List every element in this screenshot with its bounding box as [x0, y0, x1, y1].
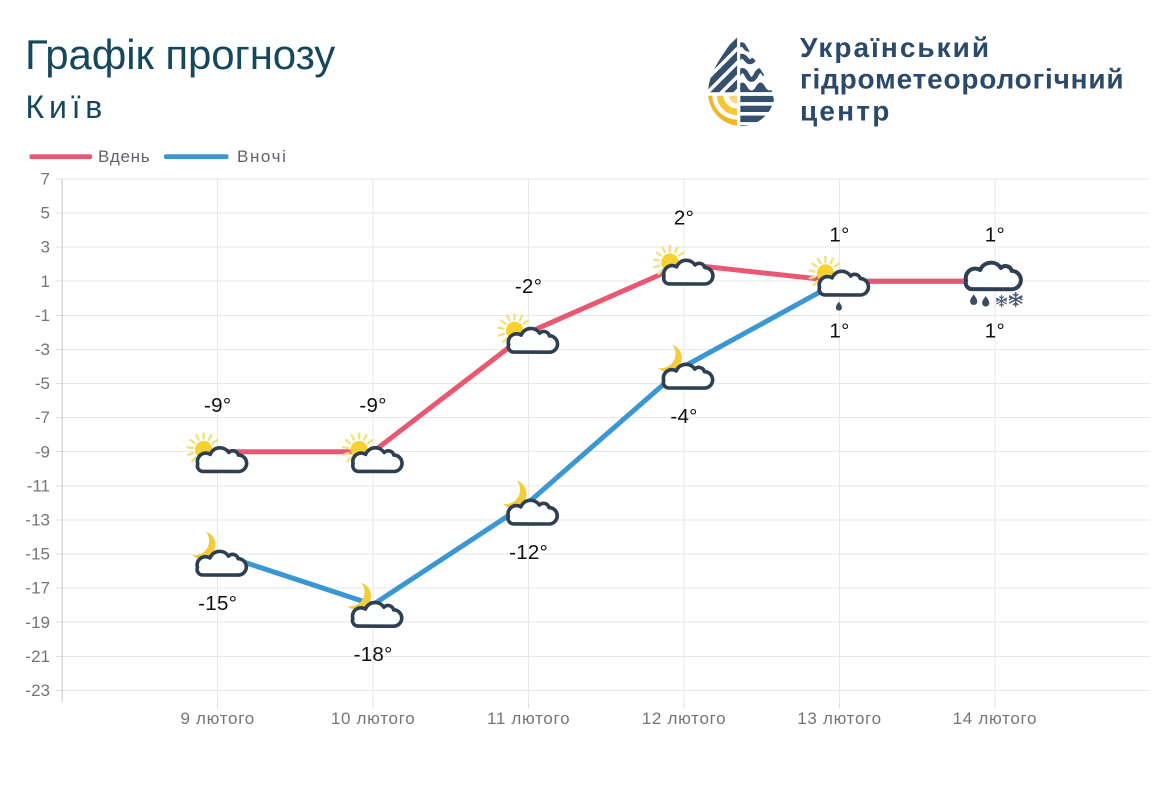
svg-text:1: 1 [41, 272, 50, 291]
svg-text:5: 5 [41, 204, 50, 223]
svg-text:-17: -17 [25, 579, 50, 598]
svg-text:1°: 1° [829, 320, 849, 343]
svg-text:-9°: -9° [204, 394, 231, 417]
svg-text:-19: -19 [25, 613, 50, 632]
svg-text:11 лютого: 11 лютого [487, 709, 570, 728]
svg-text:2°: 2° [674, 207, 694, 230]
svg-text:Графік прогнозу: Графік прогнозу [25, 31, 335, 78]
svg-text:гідрометеорологічний: гідрометеорологічний [800, 64, 1124, 95]
svg-text:-12°: -12° [509, 541, 548, 564]
svg-text:13 лютого: 13 лютого [797, 709, 882, 728]
svg-text:12 лютого: 12 лютого [642, 709, 727, 728]
svg-text:-5: -5 [35, 374, 50, 393]
svg-text:-15°: -15° [198, 592, 237, 615]
svg-text:7: 7 [41, 170, 50, 189]
svg-text:1°: 1° [985, 320, 1005, 343]
svg-text:Вночі: Вночі [237, 147, 287, 166]
svg-text:14 лютого: 14 лютого [953, 709, 1038, 728]
svg-text:9 лютого: 9 лютого [180, 709, 254, 728]
svg-text:-18°: -18° [354, 643, 393, 666]
svg-text:3: 3 [41, 238, 50, 257]
svg-text:10 лютого: 10 лютого [331, 709, 416, 728]
svg-text:Київ: Київ [26, 89, 108, 125]
svg-text:-9: -9 [35, 442, 50, 461]
svg-text:-7: -7 [35, 408, 50, 427]
svg-text:-1: -1 [35, 306, 50, 325]
svg-text:-15: -15 [25, 545, 50, 564]
svg-text:-21: -21 [25, 647, 50, 666]
svg-text:1°: 1° [829, 224, 849, 247]
svg-text:-3: -3 [35, 340, 50, 359]
svg-text:Український: Український [800, 32, 991, 63]
svg-text:-13: -13 [25, 511, 50, 530]
svg-text:центр: центр [800, 96, 892, 127]
svg-text:Вдень: Вдень [98, 147, 150, 166]
svg-text:-2°: -2° [515, 275, 542, 298]
svg-text:-23: -23 [25, 681, 50, 700]
svg-text:-9°: -9° [359, 394, 386, 417]
svg-text:-11: -11 [27, 476, 50, 495]
svg-text:1°: 1° [985, 224, 1005, 247]
svg-text:-4°: -4° [670, 405, 697, 428]
